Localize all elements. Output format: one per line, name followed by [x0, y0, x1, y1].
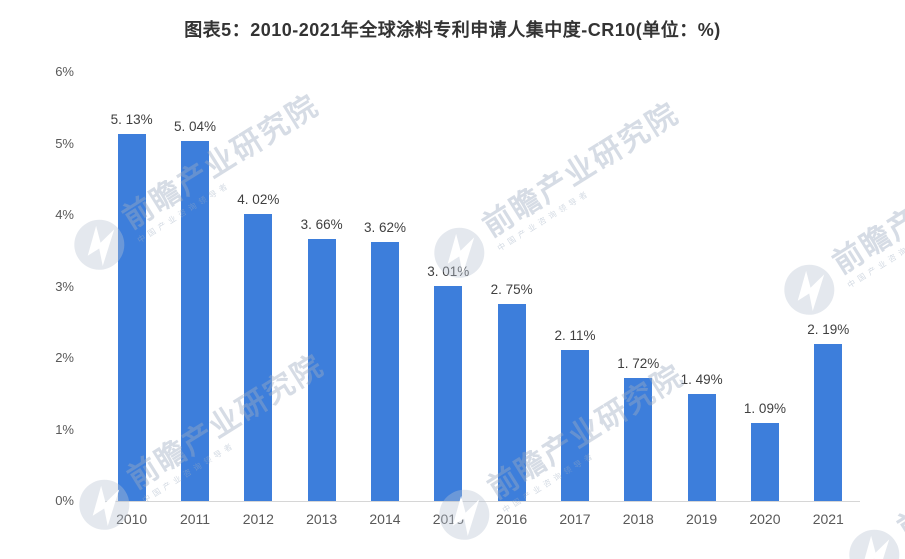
y-tick-label: 4%: [55, 207, 74, 222]
bar-2014: [370, 242, 399, 501]
x-tick-label: 2012: [242, 511, 274, 527]
bar-2016: [497, 304, 526, 501]
y-tick-label: 6%: [55, 64, 74, 79]
x-tick-label: 2013: [306, 511, 338, 527]
bar-slot: 1. 49%: [670, 72, 733, 501]
x-tick-label: 2015: [432, 511, 464, 527]
bar-value-label: 3. 66%: [300, 217, 343, 233]
x-tick-label: 2017: [559, 511, 591, 527]
bar-2017: [560, 350, 589, 501]
bar-value-label: 2. 19%: [807, 322, 850, 338]
y-tick-label: 5%: [55, 135, 74, 151]
bar-slot: 4. 02%: [227, 72, 290, 501]
bar-slot: 1. 72%: [607, 72, 670, 501]
bar-slot: 3. 62%: [353, 72, 416, 501]
x-tick-label: 2020: [749, 511, 781, 527]
watermark-brand: 前瞻产业研究院: [892, 398, 905, 546]
x-tick-label: 2016: [496, 511, 528, 527]
bar-value-label: 1. 72%: [617, 356, 660, 372]
bar-2011: [180, 140, 209, 501]
chart-title: 图表5：2010-2021年全球涂料专利申请人集中度-CR10(单位：%): [184, 20, 721, 40]
x-tick-label: 2021: [812, 511, 844, 527]
bar-value-label: 3. 62%: [363, 220, 406, 236]
bar-slot: 2. 19%: [797, 72, 860, 501]
bar-slot: 3. 01%: [417, 72, 480, 501]
x-tick-label: 2011: [179, 511, 211, 527]
bar-slot: 5. 04%: [163, 72, 226, 501]
y-tick-label: 0%: [55, 493, 74, 508]
bar-2015: [434, 285, 463, 501]
bar-2019: [687, 394, 716, 501]
x-axis: 2010 2011 2012 2013 2014 2015 2016 2017 2018 2019…: [100, 502, 860, 527]
x-tick-label: 2018: [622, 511, 654, 527]
bar-value-label: 5. 13%: [110, 112, 153, 128]
bar-slot: 2. 11%: [543, 72, 606, 501]
bar-2020: [750, 423, 779, 501]
bar-value-label: 4. 02%: [237, 191, 280, 207]
bar-2021: [814, 344, 843, 501]
y-axis: 0% 1% 2% 3% 4% 5% 6%: [0, 64, 88, 508]
bar-slot: 2. 75%: [480, 72, 543, 501]
y-tick-label: 3%: [55, 278, 74, 294]
x-tick-label: 2010: [116, 511, 148, 527]
bar-2012: [244, 213, 273, 501]
bar-value-label: 2. 75%: [490, 282, 533, 298]
bar-value-label: 1. 09%: [743, 401, 786, 417]
bar-value-label: 1. 49%: [680, 372, 723, 388]
bar-2010: [117, 134, 146, 501]
x-tick-label: 2014: [369, 511, 401, 527]
bar-slot: 5. 13%: [100, 72, 163, 501]
bar-value-label: 5. 04%: [173, 118, 216, 134]
x-tick-label: 2019: [686, 511, 718, 527]
plot-area: 5. 13% 5. 04% 4. 02% 3. 66% 3. 62% 3. 01% 2. 7…: [100, 72, 860, 502]
bar-2018: [624, 378, 653, 501]
y-tick-label: 1%: [55, 421, 74, 437]
bar-value-label: 3. 01%: [427, 263, 470, 279]
bar-slot: 3. 66%: [290, 72, 353, 501]
bar-2013: [307, 239, 336, 501]
bar-value-label: 2. 11%: [554, 328, 596, 344]
y-tick-label: 2%: [55, 350, 74, 365]
bar-slot: 1. 09%: [733, 72, 796, 501]
